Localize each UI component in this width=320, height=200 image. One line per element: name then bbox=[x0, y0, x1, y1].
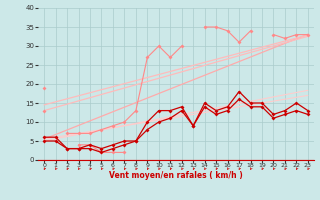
X-axis label: Vent moyen/en rafales ( km/h ): Vent moyen/en rafales ( km/h ) bbox=[109, 171, 243, 180]
